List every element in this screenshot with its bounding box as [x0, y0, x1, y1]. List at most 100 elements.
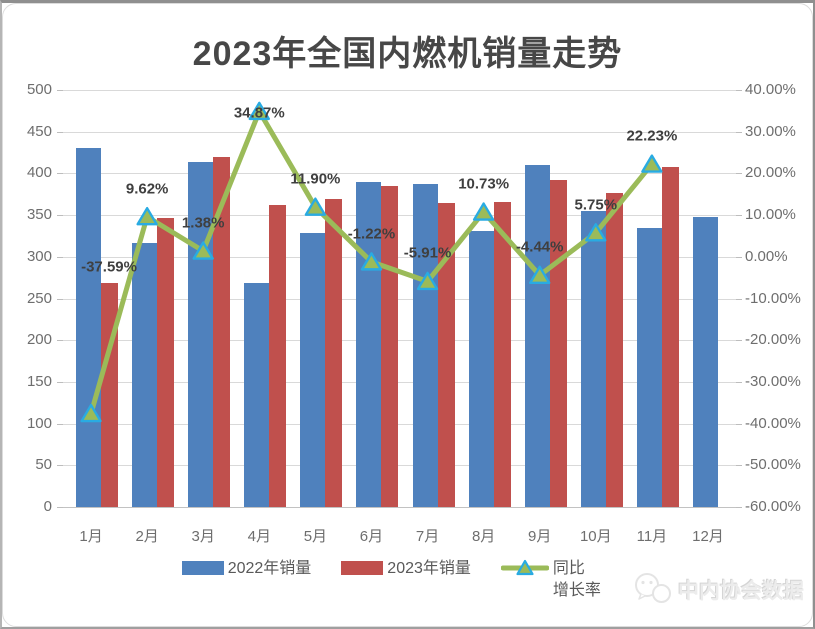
x-axis-label: 11月 [636, 528, 668, 545]
legend-item-growth: 同比 增长率 [500, 558, 601, 601]
x-axis-label: 12月 [692, 528, 724, 545]
growth-data-label: 22.23% [626, 127, 678, 145]
y-axis-label-left: 200 [26, 331, 52, 348]
right-axis-tick [736, 507, 742, 508]
y-axis-label-left: 100 [26, 415, 52, 432]
x-axis-label: 10月 [579, 528, 612, 545]
bar-2022 [300, 232, 326, 507]
growth-data-label: -5.91% [403, 244, 452, 262]
right-axis-tick [736, 382, 742, 383]
y-axis-label-right: -30.00% [745, 373, 801, 390]
legend-item-2022: 2022年销量 [181, 558, 312, 580]
gridline [63, 507, 736, 508]
growth-data-label: -4.44% [515, 238, 564, 256]
x-axis-label: 7月 [415, 528, 440, 545]
bar-2023 [325, 199, 343, 507]
left-axis-tick [57, 215, 63, 216]
y-axis-label-right: -10.00% [745, 290, 801, 307]
bar-2023 [493, 201, 511, 507]
left-axis-tick [57, 90, 63, 91]
legend-line-marker-icon [500, 559, 549, 576]
legend-label-2023: 2023年销量 [387, 560, 471, 577]
right-axis-tick [736, 299, 742, 300]
triangle-marker-icon [472, 202, 495, 221]
y-axis-label-left: 400 [26, 164, 52, 181]
legend: 2022年销量 2023年销量 同比 增长率 [3, 558, 780, 601]
right-axis-tick [736, 424, 742, 425]
legend-item-2023: 2023年销量 [341, 558, 471, 580]
legend-label-growth: 同比 增长率 [552, 560, 601, 599]
bar-2023 [605, 193, 623, 507]
y-axis-label-left: 50 [35, 456, 52, 473]
y-axis-label-right: 40.00% [745, 81, 796, 98]
left-axis-tick [57, 507, 63, 508]
y-axis-label-right: -40.00% [745, 415, 801, 432]
bar-2022 [244, 283, 270, 507]
legend-swatch-2023-icon [341, 561, 384, 575]
left-axis-tick [57, 424, 63, 425]
watermark: 中内协会数据 [632, 572, 804, 608]
x-axis-label: 8月 [471, 528, 496, 545]
right-axis-tick [736, 257, 742, 258]
growth-data-label: 1.38% [181, 214, 225, 232]
growth-data-label: -1.22% [347, 225, 396, 243]
y-axis-label-left: 250 [26, 290, 52, 307]
x-axis-label: 2月 [135, 528, 159, 545]
triangle-marker-icon [304, 197, 327, 216]
right-axis-tick [736, 132, 742, 133]
left-axis-tick [57, 299, 63, 300]
bar-2022 [580, 210, 606, 507]
x-axis-label: 6月 [359, 528, 384, 545]
x-axis-label: 9月 [528, 528, 552, 545]
x-axis-label: 3月 [191, 528, 215, 545]
growth-data-label: -37.59% [81, 258, 137, 276]
y-axis-label-right: -60.00% [745, 498, 801, 515]
bar-2023 [269, 205, 287, 507]
chart-area: 2023年全国内燃机销量走势 500 40.00% 450 30.00% 400 20.0… [2, 3, 813, 627]
bar-2022 [132, 242, 158, 507]
gridline [63, 215, 736, 216]
legend-label-2022: 2022年销量 [227, 560, 312, 577]
left-axis-tick [57, 257, 63, 258]
growth-data-label: 10.73% [458, 175, 510, 193]
y-axis-label-right: 10.00% [745, 206, 796, 223]
y-axis-label-left: 300 [26, 248, 52, 265]
y-axis-label-left: 500 [26, 81, 52, 98]
bar-2022 [468, 230, 494, 507]
bar-2022 [188, 161, 214, 507]
y-axis-label-right: 0.00% [745, 248, 788, 265]
growth-line-layer [80, 101, 663, 423]
y-axis-label-left: 350 [26, 206, 52, 223]
right-axis-tick [736, 90, 742, 91]
wechat-logo-icon [635, 573, 671, 603]
y-axis-label-right: -50.00% [745, 456, 801, 473]
growth-data-label: 9.62% [125, 180, 169, 198]
growth-data-label: 34.87% [233, 104, 285, 122]
bar-2022 [412, 184, 438, 507]
bar-2023 [213, 156, 231, 507]
triangle-marker-icon [641, 154, 663, 173]
gridline [63, 173, 736, 174]
chart-title: 2023年全国内燃机销量走势 [192, 35, 623, 73]
bar-2023 [661, 166, 679, 507]
right-axis-tick [736, 173, 742, 174]
left-axis-tick [57, 132, 63, 133]
growth-data-label: 5.75% [574, 196, 618, 214]
left-axis-tick [57, 173, 63, 174]
bar-2022 [636, 228, 662, 507]
right-axis-tick [736, 215, 742, 216]
growth-data-label: 11.90% [290, 170, 341, 188]
legend-swatch-2022-icon [181, 561, 224, 575]
bar-2022 [692, 216, 718, 507]
bar-2023 [549, 180, 567, 507]
y-axis-label-left: 450 [26, 123, 52, 140]
y-axis-label-right: 30.00% [745, 123, 796, 140]
gridline [63, 90, 736, 91]
bar-2022 [76, 147, 102, 507]
right-axis-tick [736, 465, 742, 466]
watermark-text: 中内协会数据 [678, 580, 804, 603]
left-axis-tick [57, 382, 63, 383]
left-axis-tick [57, 465, 63, 466]
x-axis-label: 5月 [303, 528, 328, 545]
bar-2023 [157, 217, 175, 507]
